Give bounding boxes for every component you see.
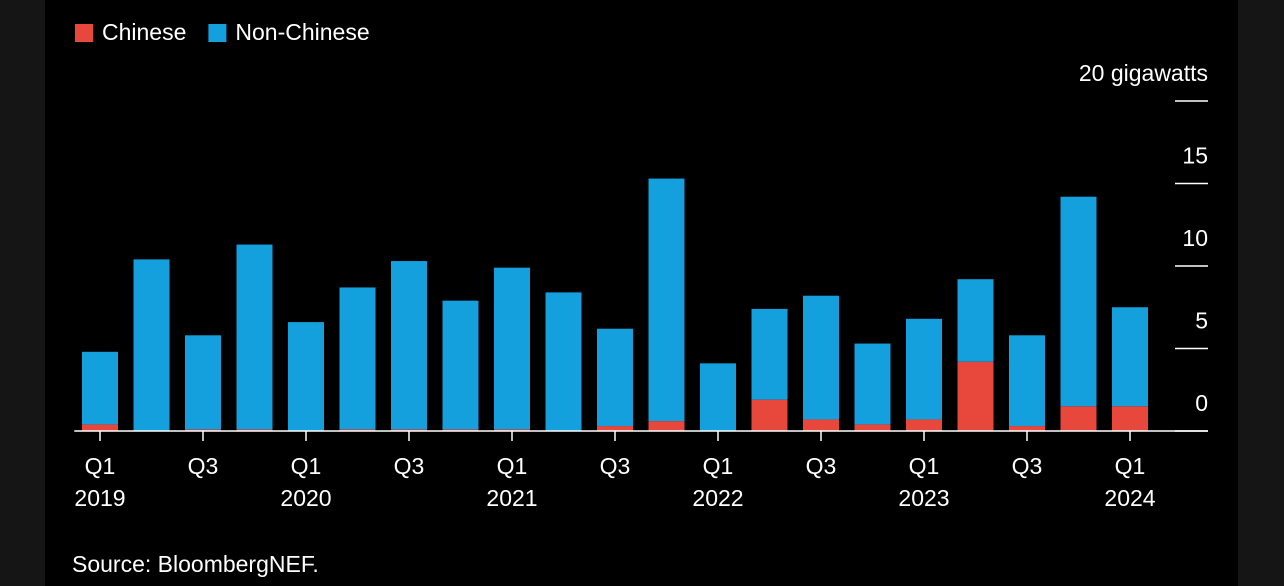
bar-segment [957,361,994,431]
bar-segment [597,328,633,427]
legend-swatch [75,24,93,42]
bar-segment [906,419,942,431]
x-tick-label: Q1 [1115,453,1146,479]
x-tick-label: Q1 [85,453,116,479]
y-tick-label: 20 gigawatts [1079,60,1208,86]
bar-segment [339,287,376,430]
bar-segment [391,429,427,431]
x-tick-label: Q1 [703,453,734,479]
bar-segment [133,259,170,431]
x-year-label: 2024 [1104,485,1155,511]
x-year-label: 2020 [280,485,331,511]
bar-segment [185,335,221,430]
bar-segment [1112,406,1148,431]
y-tick-label: 10 [1182,225,1208,251]
bar-segment [236,429,273,431]
bar-segment [648,178,685,422]
bar-segment [82,424,118,431]
bar-segment [751,399,788,431]
bar-segment [906,318,942,420]
bar-segment [854,424,891,431]
x-tick-label: Q3 [394,453,425,479]
x-tick-label: Q1 [291,453,322,479]
bar-segment [494,267,530,430]
bar-segment [803,295,839,420]
y-tick-label: 5 [1195,308,1208,334]
bar-segment [1009,335,1045,427]
y-tick-label: 15 [1182,143,1208,169]
bar-segment [700,363,736,431]
x-tick-label: Q3 [806,453,837,479]
source: Source: BloombergNEF. [72,551,319,577]
legend-label: Non-Chinese [235,19,369,45]
bar-segment [1060,196,1097,407]
bar-segment [854,343,891,425]
bar-segment [494,429,530,431]
x-tick-label: Q3 [1012,453,1043,479]
bar-segment [597,426,633,431]
bar-segment [1060,406,1097,431]
bar-segment [545,292,582,431]
legend-swatch [208,24,227,42]
bar-segment [1009,426,1045,431]
x-tick-label: Q1 [497,453,528,479]
bar-segment [339,429,376,431]
bar-segment [442,429,479,431]
x-year-label: 2021 [486,485,537,511]
x-tick-label: Q1 [909,453,940,479]
bar-segment [751,308,788,400]
panel [45,0,1238,586]
bar-segment [1112,307,1148,407]
y-tick-label: 0 [1195,390,1208,416]
bar-segment [236,244,273,430]
bar-segment [82,351,118,425]
x-tick-label: Q3 [188,453,219,479]
bar-segment [442,300,479,430]
x-year-label: 2022 [692,485,743,511]
bar-segment [957,279,994,362]
legend-label: Chinese [102,19,186,45]
bar-segment [391,261,427,430]
bar-segment [803,419,839,431]
x-year-label: 2023 [898,485,949,511]
bar-segment [288,322,324,431]
x-tick-label: Q3 [600,453,631,479]
bar-segment [185,429,221,431]
x-year-label: 2019 [74,485,125,511]
bar-segment [648,421,685,431]
